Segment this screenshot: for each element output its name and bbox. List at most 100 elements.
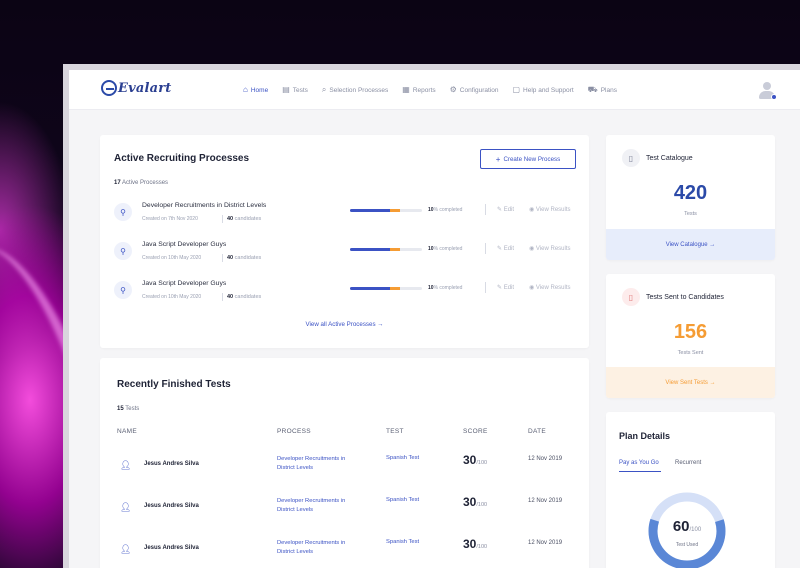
progress-orange-segment — [389, 248, 401, 251]
view-results-button[interactable]: ◉ View Results — [529, 207, 571, 213]
tab-recurrent[interactable]: Recurrent — [675, 460, 702, 466]
create-new-process-button[interactable]: + Create New Process — [480, 149, 576, 169]
process-candidates: 40 candidates — [227, 216, 262, 222]
score: 30/100 — [463, 495, 488, 509]
candidate-name: Jesus Andres Silva — [144, 461, 199, 467]
table-row[interactable]: 👤︎ Jesus Andres Silva Developer Recruitm… — [100, 453, 589, 495]
process-name: Developer Recruitments in District Level… — [142, 202, 267, 209]
catalogue-count: 420 — [673, 182, 708, 204]
eye-icon: ◉ — [529, 246, 535, 252]
test-link[interactable]: Spanish Test — [386, 539, 420, 545]
test-catalogue-card: ▯ Test Catalogue 420 Tests View Catalogu… — [606, 135, 775, 260]
top-navbar: Evalart ⌂ Home ▤ Tests ⌕ Selection Proce… — [69, 70, 800, 110]
nav-item-label: Selection Processes — [329, 86, 389, 94]
view-results-button[interactable]: ◉ View Results — [529, 285, 571, 291]
view-sent-tests-link[interactable]: View Sent Tests → — [606, 367, 775, 398]
sent-count: 156 — [673, 321, 708, 343]
process-row[interactable]: ⚲ Developer Recruitments in District Lev… — [114, 200, 576, 230]
tests-sent-title: Tests Sent to Candidates — [646, 294, 724, 301]
edit-icon: ✎ — [497, 207, 503, 213]
column-header-score[interactable]: SCORE — [463, 428, 488, 435]
nav-item-configuration[interactable]: ⚙ Configuration — [450, 86, 499, 94]
divider — [222, 293, 223, 301]
avatar-body — [759, 91, 775, 99]
column-header-process[interactable]: PROCESS — [277, 428, 311, 435]
gear-icon: ⚙ — [449, 85, 457, 94]
column-header-test[interactable]: TEST — [386, 428, 404, 435]
active-count-value: 17 — [114, 180, 121, 186]
column-header-date[interactable]: DATE — [528, 428, 547, 435]
nav-item-tests[interactable]: ▤ Tests — [282, 86, 308, 94]
test-link[interactable]: Spanish Test — [386, 497, 420, 503]
process-candidates: 40 candidates — [227, 255, 262, 261]
table-row[interactable]: 👤︎ Jesus Andres Silva Developer Recruitm… — [100, 537, 589, 568]
nav-item-plans[interactable]: ⛟ Plans — [588, 86, 617, 94]
table-row[interactable]: 👤︎ Jesus Andres Silva Developer Recruitm… — [100, 495, 589, 537]
nav-item-reports[interactable]: ▦ Reports — [402, 86, 435, 94]
process-candidates: 40 candidates — [227, 294, 262, 300]
search-icon: ⌕ — [321, 85, 327, 94]
progress-orange-segment — [389, 287, 401, 290]
user-avatar[interactable] — [759, 82, 777, 100]
tests-used-label: Test Used — [675, 542, 699, 548]
create-button-label: Create New Process — [503, 155, 561, 163]
avatar-head — [763, 82, 771, 90]
process-row[interactable]: ⚲ Java Script Developer Guys Created on … — [114, 239, 576, 269]
catalogue-count-label: Tests — [684, 211, 697, 217]
test-link[interactable]: Spanish Test — [386, 455, 420, 461]
process-progress-bar — [350, 209, 422, 212]
nav-item-help[interactable]: ▢ Help and Support — [512, 86, 573, 94]
process-search-icon: ⚲ — [114, 203, 132, 221]
finished-count-value: 15 — [117, 406, 124, 412]
nav-menu: ⌂ Home ▤ Tests ⌕ Selection Processes ▦ R… — [243, 70, 631, 110]
column-header-name[interactable]: NAME — [117, 428, 137, 435]
list-icon: ▤ — [282, 85, 290, 94]
brand-logo[interactable]: Evalart — [101, 80, 172, 96]
nav-item-label: Help and Support — [523, 86, 574, 94]
process-progress-bar — [350, 287, 422, 290]
process-link[interactable]: Developer Recruitments in District Level… — [277, 456, 346, 471]
divider — [485, 282, 486, 293]
edit-process-button[interactable]: ✎ Edit — [497, 207, 515, 213]
process-link[interactable]: Developer Recruitments in District Level… — [277, 540, 346, 555]
tab-pay-as-you-go[interactable]: Pay as You Go — [619, 460, 659, 466]
candidate-name: Jesus Andres Silva — [144, 545, 199, 551]
process-percent: 10% completed — [428, 285, 463, 291]
donut-used-arc — [648, 492, 726, 568]
divider — [222, 254, 223, 262]
process-row[interactable]: ⚲ Java Script Developer Guys Created on … — [114, 278, 576, 308]
active-processes-title: Active Recruiting Processes — [114, 153, 250, 164]
nav-item-selection-processes[interactable]: ⌕ Selection Processes — [322, 86, 388, 94]
candidate-name: Jesus Andres Silva — [144, 503, 199, 509]
view-catalogue-link[interactable]: View Catalogue → — [606, 229, 775, 260]
finished-tests-card: Recently Finished Tests 15 Tests NAME PR… — [100, 358, 589, 568]
nav-item-label: Reports — [412, 86, 436, 94]
edit-process-button[interactable]: ✎ Edit — [497, 285, 515, 291]
view-results-button[interactable]: ◉ View Results — [529, 246, 571, 252]
report-icon: ▦ — [402, 85, 410, 94]
progress-blue-segment — [350, 248, 390, 251]
process-name: Java Script Developer Guys — [142, 241, 227, 248]
nav-item-home[interactable]: ⌂ Home — [243, 86, 268, 94]
process-link[interactable]: Developer Recruitments in District Level… — [277, 498, 346, 513]
divider — [222, 215, 223, 223]
eye-icon: ◉ — [529, 207, 535, 213]
finished-tests-title: Recently Finished Tests — [117, 379, 231, 390]
edit-process-button[interactable]: ✎ Edit — [497, 246, 515, 252]
help-icon: ▢ — [512, 85, 521, 94]
nav-item-label: Configuration — [459, 86, 499, 94]
nav-item-label: Plans — [600, 86, 617, 94]
score: 30/100 — [463, 453, 488, 467]
eye-icon: ◉ — [529, 285, 535, 291]
divider — [485, 243, 486, 254]
sent-count-label: Tests Sent — [677, 350, 704, 356]
view-all-active-processes-link[interactable]: View all Active Processes → — [305, 321, 384, 328]
active-processes-count: 17 Active Processes — [114, 180, 168, 186]
progress-blue-segment — [350, 209, 390, 212]
process-name: Java Script Developer Guys — [142, 280, 227, 287]
process-progress-bar — [350, 248, 422, 251]
document-icon: ▯ — [622, 149, 640, 167]
process-created-date: Created on 7th Nov 2020 — [142, 216, 198, 222]
home-icon: ⌂ — [243, 85, 248, 94]
finished-count-label: Tests — [125, 406, 140, 412]
